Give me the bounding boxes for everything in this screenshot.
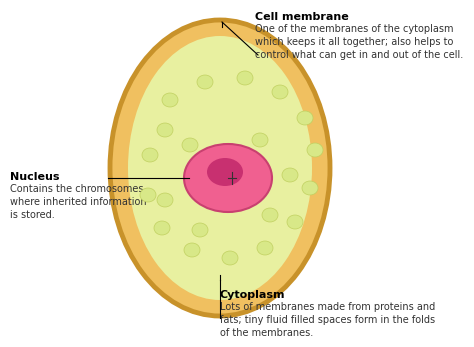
Ellipse shape bbox=[182, 138, 198, 152]
Ellipse shape bbox=[282, 168, 298, 182]
Ellipse shape bbox=[207, 158, 243, 186]
Ellipse shape bbox=[302, 181, 318, 195]
Ellipse shape bbox=[297, 111, 313, 125]
Ellipse shape bbox=[162, 93, 178, 107]
Ellipse shape bbox=[252, 133, 268, 147]
Text: Contains the chromosomes
where inherited information
is stored.: Contains the chromosomes where inherited… bbox=[10, 184, 146, 220]
Text: Nucleus: Nucleus bbox=[10, 172, 60, 182]
Text: Cytoplasm: Cytoplasm bbox=[220, 290, 285, 300]
Ellipse shape bbox=[128, 36, 312, 300]
Text: Lots of membranes made from proteins and
fats; tiny fluid filled spaces form in : Lots of membranes made from proteins and… bbox=[220, 302, 435, 338]
Ellipse shape bbox=[184, 243, 200, 257]
Ellipse shape bbox=[110, 20, 330, 316]
Ellipse shape bbox=[262, 208, 278, 222]
Ellipse shape bbox=[142, 148, 158, 162]
Ellipse shape bbox=[237, 71, 253, 85]
Ellipse shape bbox=[157, 123, 173, 137]
Text: One of the membranes of the cytoplasm
which keeps it all together; also helps to: One of the membranes of the cytoplasm wh… bbox=[255, 24, 463, 60]
Ellipse shape bbox=[192, 223, 208, 237]
Ellipse shape bbox=[197, 75, 213, 89]
Ellipse shape bbox=[140, 188, 156, 202]
Text: Cell membrane: Cell membrane bbox=[255, 12, 349, 22]
Ellipse shape bbox=[287, 215, 303, 229]
Ellipse shape bbox=[272, 85, 288, 99]
Ellipse shape bbox=[184, 144, 272, 212]
Ellipse shape bbox=[154, 221, 170, 235]
Ellipse shape bbox=[157, 193, 173, 207]
Ellipse shape bbox=[222, 251, 238, 265]
Ellipse shape bbox=[257, 241, 273, 255]
Ellipse shape bbox=[307, 143, 323, 157]
